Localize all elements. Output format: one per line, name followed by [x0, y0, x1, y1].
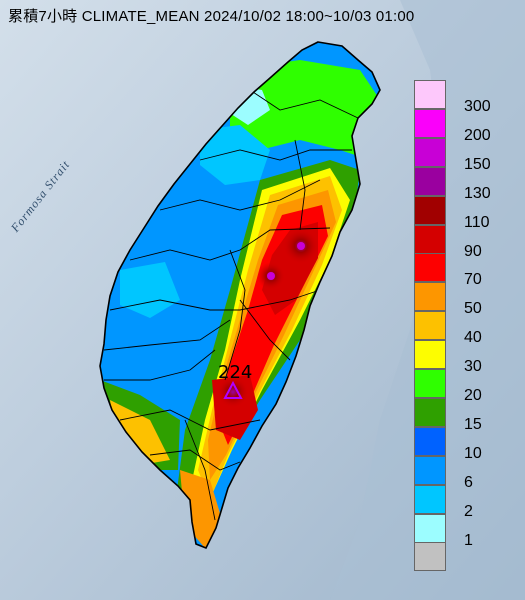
legend-swatch — [414, 137, 446, 167]
legend-label: 30 — [464, 358, 482, 376]
legend-swatch — [414, 340, 446, 370]
legend-label: 40 — [464, 329, 482, 347]
legend-swatch — [414, 311, 446, 341]
legend-label: 15 — [464, 415, 482, 433]
legend-label: 70 — [464, 271, 482, 289]
legend-label: 50 — [464, 300, 482, 318]
legend-label: 20 — [464, 387, 482, 404]
legend-label: 110 — [464, 213, 490, 231]
legend-swatch — [414, 166, 446, 196]
legend-swatch — [414, 542, 446, 572]
map-title: 累積7小時 CLIMATE_MEAN 2024/10/02 18:00~10/0… — [8, 8, 415, 25]
county-boundaries — [103, 89, 359, 521]
legend-swatch — [414, 397, 446, 427]
legend-swatch — [414, 108, 446, 138]
taiwan-coastline — [99, 41, 381, 550]
legend-label: 90 — [464, 242, 482, 260]
legend-swatch — [414, 282, 446, 312]
legend-swatch — [414, 484, 446, 514]
legend-label: 10 — [464, 444, 482, 462]
legend-label: 6 — [464, 473, 473, 491]
legend-swatch — [414, 195, 446, 225]
max-rainfall-value: 224 — [218, 362, 253, 383]
legend-swatch — [414, 513, 446, 543]
peak-cell — [267, 272, 275, 280]
legend-swatch — [414, 369, 446, 398]
legend-label: 1 — [464, 531, 473, 549]
legend-label: 200 — [464, 126, 491, 144]
legend-label: 2 — [464, 502, 473, 520]
legend-swatch — [414, 253, 446, 283]
legend-label: 130 — [464, 184, 491, 202]
legend-swatch — [414, 80, 446, 109]
legend-label: 300 — [464, 98, 491, 115]
legend-label: 150 — [464, 155, 491, 173]
peak-cell — [297, 242, 305, 250]
legend-swatch — [414, 426, 446, 456]
legend-swatch — [414, 224, 446, 254]
legend-swatch — [414, 455, 446, 485]
rainfall-legend: 300 200 150 130 110 90 70 50 40 30 20 15 10 6 2 1 — [412, 80, 512, 572]
max-rainfall-marker — [223, 380, 243, 399]
